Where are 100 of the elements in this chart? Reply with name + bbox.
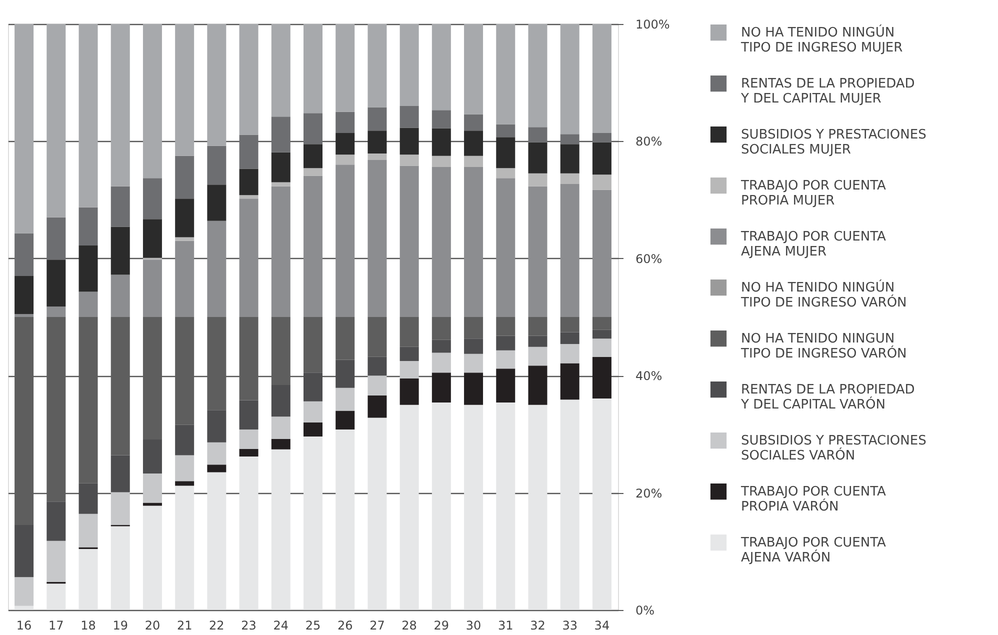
bar [432, 24, 451, 110]
bar [560, 332, 580, 344]
bar [560, 317, 580, 332]
bar [14, 606, 34, 610]
bar [207, 220, 226, 317]
bar [46, 24, 66, 218]
bar [400, 378, 419, 405]
y-tick-label: 100% [636, 18, 670, 32]
x-tick-label: 31 [498, 618, 514, 632]
bar [207, 146, 226, 185]
bar [400, 346, 419, 361]
bar [368, 107, 387, 131]
x-tick-label: 33 [562, 618, 578, 632]
bar [528, 317, 548, 336]
bar [336, 410, 355, 430]
bar [271, 116, 290, 152]
bar [239, 134, 258, 169]
bar [142, 439, 162, 474]
bar [432, 372, 451, 403]
bar [271, 182, 290, 186]
bar [560, 173, 580, 184]
bar [368, 24, 387, 108]
y-tick-label: 60% [636, 252, 662, 266]
x-tick-label: 24 [273, 618, 289, 632]
bar [400, 317, 419, 347]
bar [368, 130, 387, 154]
bar [400, 360, 419, 379]
y-tick-label: 40% [636, 369, 662, 384]
bar [432, 156, 451, 167]
bar [464, 130, 484, 156]
bar [368, 376, 387, 396]
bar [110, 455, 130, 492]
bar [175, 424, 194, 456]
x-tick-label: 16 [16, 618, 32, 632]
bar [239, 24, 258, 135]
bar [592, 142, 612, 175]
bar [304, 176, 322, 317]
bar [78, 549, 98, 610]
bar [560, 344, 580, 364]
bar [14, 233, 34, 276]
legend-label: TRABAJO POR CUENTA AJENA MUJER [740, 230, 886, 260]
bar [304, 24, 322, 114]
bar [239, 198, 258, 317]
bar [175, 486, 194, 610]
bar [110, 526, 130, 610]
bar [239, 430, 258, 449]
bar [496, 368, 516, 403]
bar [14, 276, 34, 314]
legend-label: SUBSIDIOS Y PRESTACIONES SOCIALES MUJER [741, 128, 926, 158]
bar [304, 401, 322, 422]
bar [336, 388, 355, 411]
bar [336, 24, 355, 112]
bar [207, 442, 226, 465]
bar [368, 160, 387, 317]
bar [304, 436, 322, 610]
bar [110, 24, 130, 186]
bar [368, 356, 387, 376]
bar [14, 577, 34, 606]
bar [175, 481, 194, 486]
bar [528, 404, 548, 610]
bar [496, 317, 516, 336]
bar [142, 506, 162, 610]
x-tick-label: 34 [594, 618, 610, 632]
bar [560, 363, 580, 400]
bar [14, 24, 34, 234]
bar [46, 260, 66, 306]
bar [175, 240, 194, 317]
bar [464, 317, 484, 339]
x-tick-label: 20 [144, 618, 160, 632]
bar [239, 195, 258, 199]
bar [560, 24, 580, 134]
bar [142, 473, 162, 503]
bar [368, 154, 387, 160]
bar [78, 24, 98, 208]
bar [592, 330, 612, 339]
legend-label: RENTAS DE LA PROPIEDAD Y DEL CAPITAL VARÓN [740, 382, 915, 412]
bar [432, 352, 451, 373]
bar [239, 168, 258, 196]
bar [496, 137, 516, 168]
bar [560, 134, 580, 144]
bar [432, 402, 451, 610]
bar [336, 164, 355, 317]
bar [432, 340, 451, 353]
bar [496, 168, 516, 178]
bar [271, 186, 290, 317]
bar [496, 178, 516, 317]
legend-label: TRABAJO POR CUENTA AJENA VARÓN [740, 536, 886, 566]
x-tick-label: 22 [209, 618, 224, 632]
bar [432, 166, 451, 317]
bar [304, 144, 322, 168]
bar [304, 422, 322, 437]
bar [271, 384, 290, 417]
bar [592, 132, 612, 142]
bar [400, 166, 419, 317]
bar [239, 448, 258, 456]
x-tick-label: 21 [176, 618, 192, 632]
x-tick-label: 30 [466, 618, 482, 632]
bar [464, 24, 484, 114]
x-tick-label: 32 [530, 618, 546, 632]
bar [304, 168, 322, 176]
